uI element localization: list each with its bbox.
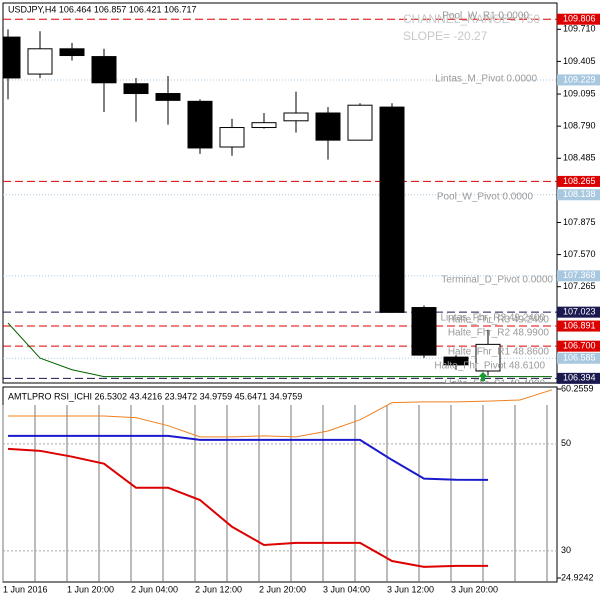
annotation: Halte_Fhr_Pivot 48.6100 [434,361,545,372]
arrow-icon [478,372,488,381]
x-tick-label: 2 Jun 04:00 [131,584,178,594]
candle-body [91,56,117,84]
candle-body [59,48,85,57]
x-tick-label: 2 Jun 20:00 [259,584,306,594]
annotation: Pool_W_Pivot 0.0000 [437,192,534,203]
y-tick-label: 107.570 [563,249,596,259]
y-tick-label: 108.485 [563,153,596,163]
candle-body [379,106,405,313]
annotation: Terminal_D_Pivot 0.0000 [441,275,553,286]
y-tick-label: 60.2559 [561,383,594,393]
price-label: 106.585 [563,353,596,363]
annotation: Lintas_Fhr_R3 49.2400 [440,313,545,324]
price-label-box [557,74,600,86]
pane-title: AMTLPRO RSI_ICHI 26.5302 43.4216 23.9472… [8,391,302,401]
price-label: 107.368 [563,270,596,280]
annotation: Halte_Fhr_S1 48.4800 [444,379,545,390]
y-tick-label: 108.790 [563,121,596,131]
y-tick-label: 24.9242 [561,572,594,582]
annotation: Pool_W_R1 0.0000 [442,11,529,22]
price-label-box [557,352,600,364]
annotation: CHANNEL_RANGE= 750 [403,12,540,26]
candle-body [283,112,309,122]
price-label: 106.891 [563,320,596,330]
price-label-box [557,175,600,187]
axes: USDJPY,H4 106.464 106.857 106.421 106.71… [2,4,600,594]
candle-body [3,36,21,79]
candle-body [219,127,245,148]
price-label-box [557,13,600,25]
price-label-box [557,372,600,384]
price-label: 107.023 [563,307,596,317]
price-plot: CHANNEL_RANGE= 750 SLOPE= -20.27 Pool_W_R1… [3,11,557,390]
price-label: 106.700 [563,341,596,351]
y-tick-label: 50 [561,438,571,448]
annotation: Halte_Fhr_R3 49.2400 [448,315,550,326]
series-line [8,389,553,438]
price-label-box [557,340,600,352]
candle-body [155,93,181,101]
price-label-box [557,270,600,282]
x-tick-label: 3 Jun 20:00 [451,584,498,594]
x-tick-label: 3 Jun 04:00 [323,584,370,594]
price-label: 108.265 [563,176,596,186]
y-tick-label: 109.710 [563,24,596,34]
series-line [8,434,489,481]
candle-body [411,307,437,356]
candle-body [475,343,501,372]
price-label-box [557,189,600,201]
y-tick-label: 107.265 [563,281,596,291]
x-tick-label: 1 Jun 2016 [3,584,48,594]
candle-body [251,122,277,129]
candle-body [27,48,53,75]
candle-body [315,112,341,141]
price-label-box [557,320,600,332]
candle-body [443,356,469,366]
x-tick-label: 2 Jun 12:00 [195,584,242,594]
candle-body [347,104,373,141]
price-label-box [557,306,600,318]
y-tick-label: 109.405 [563,56,596,66]
x-tick-label: 3 Jun 12:00 [387,584,434,594]
annotation: Lintas_M_Pivot 0.0000 [435,74,537,85]
price-label: 106.394 [563,373,596,383]
candle-body [123,83,149,95]
indicator-line [7,322,552,378]
price-label: 109.806 [563,14,596,24]
price-label: 108.138 [563,189,596,199]
annotation: SLOPE= -20.27 [403,29,488,43]
y-tick-label: 30 [561,545,571,555]
x-tick-label: 1 Jun 20:00 [67,584,114,594]
chart-title: USDJPY,H4 106.464 106.857 106.421 106.71… [8,4,197,14]
y-tick-label: 109.095 [563,88,596,98]
annotation: Halte_Fhr_R2 48.9900 [448,328,550,339]
series-line [7,447,488,568]
candle-body [187,100,213,149]
price-label: 109.229 [563,74,596,84]
annotation: Halte_Fhr_R1 48.8600 [448,347,550,358]
y-tick-label: 107.875 [563,217,596,227]
indicator-pane [2,386,558,583]
